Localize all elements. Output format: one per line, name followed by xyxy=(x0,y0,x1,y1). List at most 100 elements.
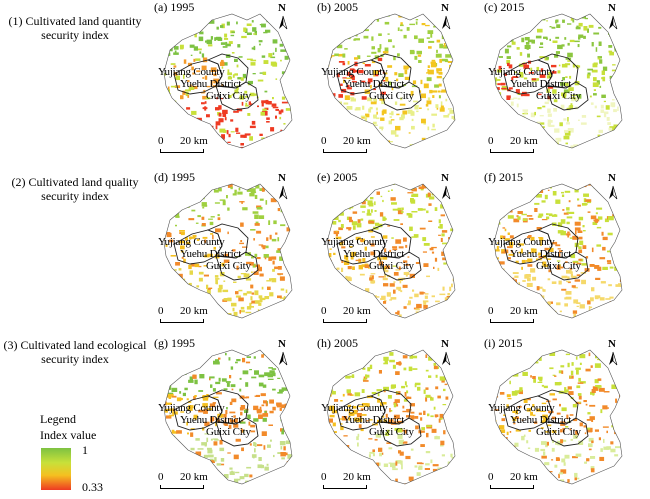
land-patch xyxy=(528,365,531,368)
land-patch xyxy=(253,418,259,422)
land-patch xyxy=(542,289,546,292)
land-patch xyxy=(285,108,292,111)
land-patch xyxy=(543,451,546,456)
land-patch xyxy=(401,385,405,389)
land-patch xyxy=(235,291,239,295)
land-patch xyxy=(256,266,262,272)
land-patch xyxy=(364,116,367,121)
land-patch xyxy=(289,147,292,148)
land-patch xyxy=(414,105,419,110)
land-patch xyxy=(510,450,515,454)
land-patch xyxy=(570,94,577,97)
land-patch xyxy=(215,418,218,421)
land-patch xyxy=(407,109,413,114)
land-patch xyxy=(591,287,595,292)
land-patch xyxy=(287,48,290,53)
land-patch xyxy=(383,283,389,287)
land-patch xyxy=(279,441,286,446)
land-patch xyxy=(527,53,530,58)
land-patch xyxy=(594,363,601,368)
land-patch xyxy=(427,126,430,131)
land-patch xyxy=(613,308,618,311)
land-patch xyxy=(346,227,352,230)
land-patch xyxy=(258,302,262,306)
land-patch xyxy=(502,369,506,373)
land-patch xyxy=(520,248,523,254)
land-patch xyxy=(193,46,198,51)
land-patch xyxy=(578,34,584,38)
land-patch xyxy=(366,350,369,355)
land-patch xyxy=(613,311,617,315)
land-patch xyxy=(396,78,399,82)
land-patch xyxy=(394,72,398,76)
land-patch xyxy=(258,374,265,378)
land-patch xyxy=(164,226,166,229)
land-patch xyxy=(602,266,608,270)
land-patch xyxy=(203,296,209,302)
land-patch xyxy=(561,370,564,374)
land-patch xyxy=(569,484,574,486)
land-patch xyxy=(530,67,533,71)
land-patch xyxy=(602,236,608,241)
land-patch xyxy=(365,184,371,185)
land-patch xyxy=(559,403,561,407)
land-patch xyxy=(567,479,570,483)
land-patch xyxy=(210,67,217,72)
land-patch xyxy=(513,449,517,452)
land-patch xyxy=(439,476,443,482)
land-patch xyxy=(193,58,196,62)
land-patch xyxy=(566,269,572,274)
land-patch xyxy=(167,201,171,205)
land-patch xyxy=(570,184,576,187)
land-patch xyxy=(194,263,200,268)
land-patch xyxy=(551,64,557,68)
region-map xyxy=(326,13,456,149)
land-patch xyxy=(551,214,558,217)
land-patch xyxy=(566,280,570,283)
land-patch xyxy=(355,259,362,262)
land-patch xyxy=(516,456,520,461)
land-patch xyxy=(233,424,239,428)
land-patch xyxy=(541,219,548,221)
land-patch xyxy=(173,46,179,50)
land-patch xyxy=(617,147,621,148)
land-patch xyxy=(251,20,254,23)
land-patch xyxy=(275,135,278,139)
land-patch xyxy=(179,230,185,232)
land-patch xyxy=(554,464,558,468)
land-patch xyxy=(431,188,437,193)
land-patch xyxy=(451,283,453,288)
land-patch xyxy=(428,46,432,49)
land-patch xyxy=(332,221,337,225)
land-patch xyxy=(516,464,521,467)
land-patch xyxy=(404,264,410,266)
land-patch xyxy=(450,320,456,324)
land-patch xyxy=(421,23,426,26)
land-patch xyxy=(287,72,292,74)
land-patch xyxy=(266,121,270,123)
land-patch xyxy=(494,354,496,357)
land-patch xyxy=(608,472,614,477)
land-patch xyxy=(272,97,274,100)
land-patch xyxy=(405,147,410,148)
land-patch xyxy=(575,26,581,30)
land-patch xyxy=(282,247,288,250)
land-patch xyxy=(564,63,571,66)
land-patch xyxy=(230,384,236,388)
land-patch xyxy=(393,414,400,420)
land-patch xyxy=(170,63,176,65)
land-patch xyxy=(361,117,368,119)
row-title-ecological: (3) Cultivated land ecological security … xyxy=(0,338,150,366)
land-patch xyxy=(600,104,604,109)
land-patch xyxy=(543,385,548,389)
land-patch xyxy=(519,72,524,75)
land-patch xyxy=(609,296,614,299)
land-patch xyxy=(282,39,286,42)
land-patch xyxy=(555,199,561,204)
land-patch xyxy=(187,432,189,435)
land-patch xyxy=(330,216,334,220)
land-patch xyxy=(249,145,256,148)
land-patch xyxy=(393,219,400,221)
land-patch xyxy=(180,245,185,250)
land-patch xyxy=(199,31,204,35)
